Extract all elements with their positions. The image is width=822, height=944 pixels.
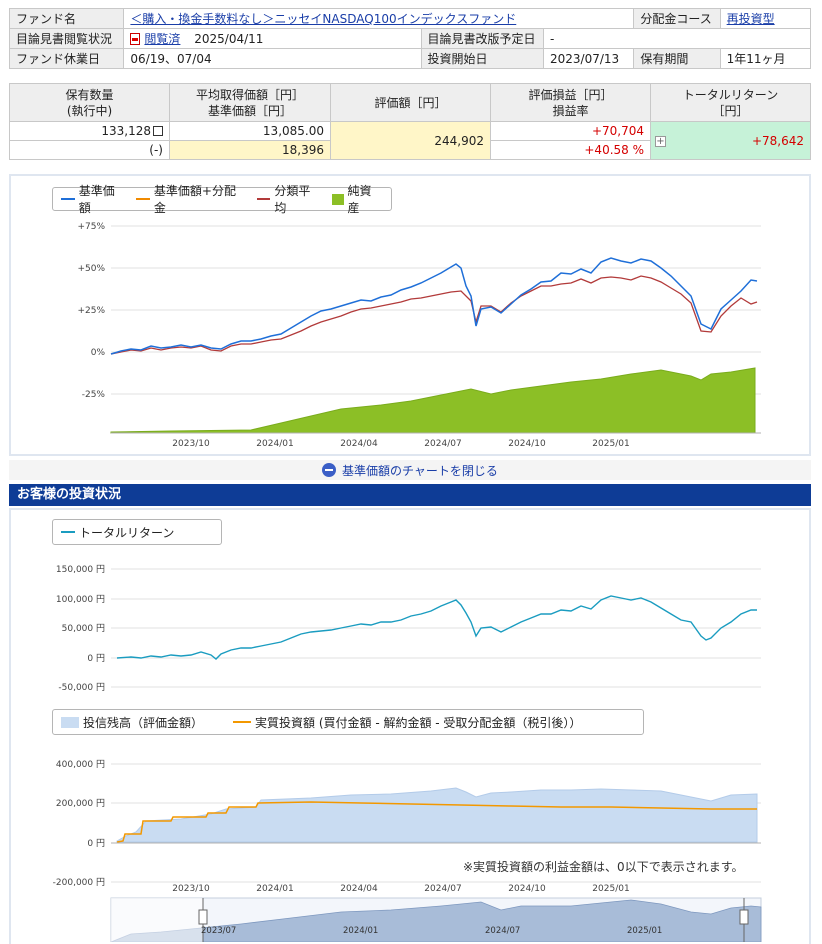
value-amount: 244,902 (330, 121, 491, 160)
navigator-tick-label: 2024/07 (485, 926, 520, 936)
minus-circle-icon (322, 463, 337, 477)
holiday-label: ファンド休業日 (8, 48, 125, 69)
holding-period-value: 1年11ヶ月 (719, 48, 812, 69)
x-tick-label: 2025/01 (592, 884, 629, 894)
expand-plus-icon[interactable]: + (655, 136, 666, 147)
qty-exec-value: (-) (9, 140, 170, 160)
fund-name-label: ファンド名 (8, 8, 125, 29)
y-tick-label: 0 円 (87, 838, 105, 849)
y-tick-label: 200,000 円 (56, 798, 105, 809)
fund-name-link[interactable]: ＜購入・換金手数料なし＞ニッセイNASDAQ100インデックスファンド (130, 12, 517, 26)
legend-item-nav[interactable]: 基準価額 (61, 182, 126, 216)
x-tick-label: 2024/07 (424, 884, 461, 894)
prospectus-revision-value: - (542, 28, 812, 49)
prospectus-revision-label: 目論見書改版予定日 (420, 28, 544, 49)
nav-chart-panel: 基準価額 基準価額+分配金 分類平均 純資産 +75% +50% +25% 0%… (9, 174, 811, 456)
prospectus-status-cell: 閲覧済 2025/04/11 (123, 28, 422, 49)
x-tick-label: 2024/10 (508, 439, 546, 449)
holding-period-label: 保有期間 (633, 48, 721, 69)
navigator-tick-label: 2024/01 (343, 926, 378, 936)
prospectus-viewed-link[interactable]: 閲覧済 (144, 32, 181, 46)
x-tick-label: 2025/01 (592, 439, 629, 449)
total-return-cell: + +78,642 (650, 121, 811, 160)
y-tick-label: +50% (77, 264, 105, 274)
qty-value: 133,128 (9, 121, 170, 141)
y-tick-label: 50,000 円 (62, 623, 105, 634)
section-title: お客様の投資状況 (9, 484, 811, 506)
close-chart-toggle[interactable]: 基準価額のチャートを閉じる (9, 460, 811, 480)
range-navigator[interactable]: 2023/07 2024/01 2024/07 2025/01 (110, 897, 762, 942)
square-icon (153, 126, 163, 136)
nav-chart-legend: 基準価額 基準価額+分配金 分類平均 純資産 (52, 184, 392, 215)
x-tick-label: 2024/07 (424, 439, 461, 449)
net-assets-area (110, 367, 756, 434)
legend-item-category[interactable]: 分類平均 (256, 182, 322, 216)
invest-line (116, 801, 757, 843)
legend-item-balance[interactable]: 投信残高（評価金額） (61, 714, 203, 731)
x-tick-label: 2024/10 (508, 884, 546, 894)
avg-cost-value: 13,085.00 (169, 121, 331, 141)
legend-item-invest[interactable]: 実質投資額 (買付金額 - 解約金額 - 受取分配金額（税引後）） (233, 714, 581, 731)
navigator-left-handle[interactable] (198, 909, 208, 925)
nav-value: 18,396 (169, 140, 331, 160)
y-tick-label: 0% (91, 348, 106, 358)
y-tick-label: 150,000 円 (56, 564, 105, 575)
navigator-right-handle[interactable] (739, 909, 749, 925)
total-return-header: トータルリターン ［円］ (650, 83, 811, 122)
pl-rate: +40.58 % (490, 140, 651, 160)
close-chart-label: 基準価額のチャートを閉じる (342, 463, 498, 478)
legend-item-total-return[interactable]: トータルリターン (61, 524, 174, 541)
x-tick-label: 2024/04 (340, 439, 378, 449)
fund-name-cell: ＜購入・換金手数料なし＞ニッセイNASDAQ100インデックスファンド (123, 8, 635, 29)
x-tick-label: 2024/04 (340, 884, 378, 894)
balance-area (116, 787, 758, 843)
pl-amount: +70,704 (490, 121, 651, 141)
holdings-table: 保有数量 (執行中) 平均取得価額［円］ 基準価額［円］ 評価額［円］ 評価損益［円… (9, 83, 811, 160)
prospectus-status-label: 目論見書閲覧状況 (8, 28, 125, 49)
nav-line (110, 257, 758, 355)
start-date-value: 2023/07/13 (542, 48, 635, 69)
y-tick-label: -50,000 円 (58, 682, 105, 693)
y-tick-label: -25% (82, 390, 106, 400)
investment-charts-svg: 150,000 円 100,000 円 50,000 円 0 円 -50,000… (53, 564, 762, 942)
invest-note: ※実質投資額の利益金額は、0以下で表示されます。 (463, 860, 744, 874)
distribution-course-cell: 再投資型 (719, 8, 812, 29)
y-tick-label: +75% (77, 222, 105, 232)
x-tick-label: 2024/01 (256, 439, 293, 449)
x-tick-label: 2023/10 (172, 884, 210, 894)
pdf-icon (130, 33, 141, 45)
x-tick-label: 2023/10 (172, 439, 210, 449)
total-return-value: +78,642 (751, 133, 804, 148)
y-gridlines (111, 225, 761, 395)
avg-cost-header: 平均取得価額［円］ 基準価額［円］ (169, 83, 331, 122)
nav-chart-svg: +75% +50% +25% 0% -25% 2023/10 2024/01 2… (77, 222, 761, 449)
y-tick-label: 400,000 円 (56, 759, 105, 770)
start-date-label: 投資開始日 (420, 48, 544, 69)
legend-item-nav-dist[interactable]: 基準価額+分配金 (136, 182, 247, 216)
x-tick-label: 2024/01 (256, 884, 293, 894)
holiday-value: 06/19、07/04 (123, 48, 422, 69)
pl-header: 評価損益［円］ 損益率 (490, 83, 651, 122)
balance-legend: 投信残高（評価金額） 実質投資額 (買付金額 - 解約金額 - 受取分配金額（税… (52, 709, 644, 735)
y-tick-label: 100,000 円 (56, 594, 105, 605)
qty-header: 保有数量 (執行中) (9, 83, 170, 122)
prospectus-date: 2025/04/11 (194, 32, 264, 46)
total-return-line (116, 595, 757, 660)
investment-status-panel: トータルリターン 投信残高（評価金額） 実質投資額 (買付金額 - 解約金額 -… (9, 508, 811, 944)
distribution-course-link[interactable]: 再投資型 (726, 12, 775, 26)
legend-item-assets[interactable]: 純資産 (331, 182, 383, 216)
fund-info-table: ファンド名 ＜購入・換金手数料なし＞ニッセイNASDAQ100インデックスファン… (8, 8, 812, 69)
category-avg-line (110, 275, 758, 355)
value-header: 評価額［円］ (330, 83, 491, 122)
y-tick-label: +25% (77, 306, 105, 316)
total-return-legend: トータルリターン (52, 519, 222, 545)
y-tick-label: 0 円 (87, 653, 105, 664)
navigator-tick-label: 2023/07 (201, 926, 236, 936)
navigator-tick-label: 2025/01 (627, 926, 662, 936)
distribution-course-label: 分配金コース (633, 8, 721, 29)
y-tick-label: -200,000 円 (53, 877, 105, 888)
